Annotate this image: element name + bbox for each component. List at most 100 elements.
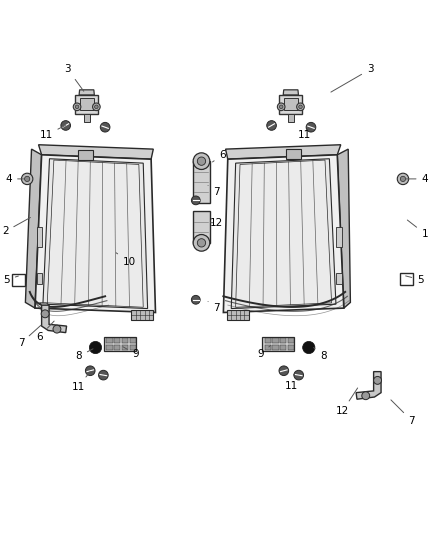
- Text: 6: 6: [212, 150, 226, 162]
- Text: 5: 5: [3, 274, 18, 285]
- Bar: [130, 345, 136, 350]
- Bar: [286, 149, 301, 159]
- Circle shape: [191, 196, 200, 205]
- Text: 2: 2: [2, 217, 30, 237]
- Circle shape: [400, 176, 406, 182]
- Circle shape: [95, 105, 98, 109]
- Polygon shape: [283, 90, 298, 95]
- Bar: [336, 273, 342, 284]
- Circle shape: [299, 105, 302, 109]
- Polygon shape: [39, 303, 49, 305]
- Bar: [288, 114, 294, 122]
- Text: 12: 12: [336, 388, 358, 416]
- Polygon shape: [284, 98, 298, 110]
- Bar: [272, 345, 279, 350]
- Bar: [272, 338, 279, 343]
- Bar: [37, 273, 42, 284]
- Bar: [114, 338, 120, 343]
- Bar: [130, 338, 136, 343]
- Polygon shape: [79, 90, 94, 95]
- Text: 1: 1: [407, 220, 428, 239]
- Circle shape: [99, 370, 108, 380]
- Bar: [131, 310, 153, 320]
- Bar: [400, 273, 413, 285]
- Bar: [336, 227, 342, 247]
- Bar: [78, 150, 93, 160]
- Circle shape: [193, 235, 210, 251]
- Text: 11: 11: [71, 372, 90, 392]
- Circle shape: [85, 366, 95, 376]
- Text: 7: 7: [391, 400, 415, 426]
- Bar: [37, 227, 42, 247]
- Polygon shape: [80, 98, 94, 110]
- Polygon shape: [223, 155, 344, 312]
- Circle shape: [277, 103, 285, 111]
- Circle shape: [75, 105, 79, 109]
- Bar: [227, 310, 249, 320]
- Bar: [288, 345, 294, 350]
- Polygon shape: [25, 149, 42, 308]
- Polygon shape: [236, 160, 332, 307]
- Text: 8: 8: [314, 348, 327, 361]
- Bar: [288, 338, 294, 343]
- Circle shape: [193, 153, 210, 169]
- Polygon shape: [356, 372, 381, 399]
- Bar: [280, 345, 286, 350]
- Polygon shape: [337, 149, 350, 308]
- Circle shape: [89, 342, 102, 354]
- Text: 7: 7: [18, 325, 41, 348]
- Polygon shape: [226, 145, 341, 159]
- Bar: [280, 338, 286, 343]
- Bar: [265, 345, 271, 350]
- Bar: [106, 338, 113, 343]
- Circle shape: [294, 370, 304, 380]
- Circle shape: [53, 325, 61, 333]
- Polygon shape: [75, 95, 98, 114]
- Polygon shape: [35, 155, 155, 312]
- Circle shape: [41, 310, 49, 318]
- Text: 11: 11: [298, 124, 313, 140]
- Polygon shape: [43, 159, 148, 309]
- Circle shape: [306, 123, 316, 132]
- Circle shape: [197, 157, 206, 165]
- Circle shape: [279, 366, 289, 376]
- Text: 3: 3: [331, 64, 374, 92]
- Circle shape: [374, 376, 381, 384]
- Polygon shape: [231, 159, 336, 309]
- Bar: [104, 337, 136, 351]
- Circle shape: [92, 103, 100, 111]
- Text: 5: 5: [406, 274, 424, 285]
- Polygon shape: [279, 95, 302, 114]
- Circle shape: [197, 239, 206, 247]
- Text: 11: 11: [285, 374, 298, 391]
- Circle shape: [61, 120, 71, 130]
- Text: 7: 7: [208, 302, 220, 313]
- Text: 7: 7: [208, 185, 220, 197]
- Polygon shape: [47, 160, 143, 307]
- Text: 8: 8: [75, 349, 93, 361]
- Text: 4: 4: [5, 174, 24, 184]
- Text: 9: 9: [257, 345, 271, 359]
- Bar: [265, 338, 271, 343]
- Circle shape: [191, 295, 200, 304]
- Bar: [262, 337, 294, 351]
- Text: 9: 9: [123, 347, 139, 359]
- Circle shape: [303, 342, 315, 354]
- Bar: [84, 114, 90, 122]
- Text: 4: 4: [406, 174, 428, 184]
- Bar: [122, 338, 128, 343]
- Circle shape: [267, 120, 276, 130]
- Circle shape: [279, 105, 283, 109]
- Bar: [193, 161, 210, 203]
- Circle shape: [100, 123, 110, 132]
- Text: 11: 11: [39, 125, 65, 140]
- Polygon shape: [42, 305, 67, 333]
- Bar: [114, 345, 120, 350]
- Circle shape: [362, 392, 370, 400]
- Polygon shape: [39, 145, 153, 159]
- Text: 6: 6: [36, 321, 54, 342]
- Bar: [106, 345, 113, 350]
- Circle shape: [25, 176, 30, 182]
- Bar: [122, 345, 128, 350]
- Circle shape: [21, 173, 33, 184]
